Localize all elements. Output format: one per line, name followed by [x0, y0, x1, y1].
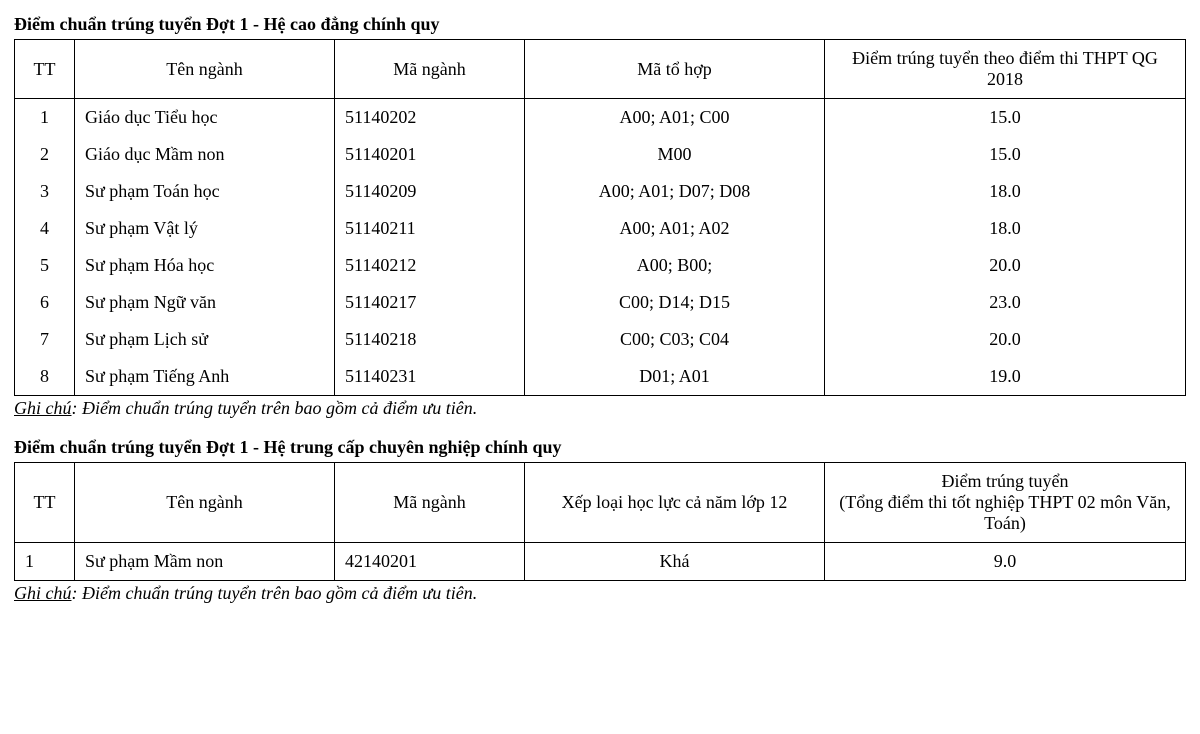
- footnote-2: Ghi chú: Điểm chuẩn trúng tuyển trên bao…: [14, 583, 1186, 604]
- col-header-tt: TT: [15, 463, 75, 543]
- cell-tt: 3: [15, 173, 75, 210]
- cell-tt: 7: [15, 321, 75, 358]
- cell-score: 19.0: [825, 358, 1186, 396]
- cell-comb: A00; A01; A02: [525, 210, 825, 247]
- cell-tt: 1: [15, 543, 75, 581]
- cell-tt: 8: [15, 358, 75, 396]
- cell-score: 15.0: [825, 136, 1186, 173]
- cell-comb: C00; D14; D15: [525, 284, 825, 321]
- cell-score: 9.0: [825, 543, 1186, 581]
- table-row: 3 Sư phạm Toán học 51140209 A00; A01; D0…: [15, 173, 1186, 210]
- cell-tt: 1: [15, 99, 75, 137]
- table-row: 6 Sư phạm Ngữ văn 51140217 C00; D14; D15…: [15, 284, 1186, 321]
- cell-tt: 2: [15, 136, 75, 173]
- footnote-label: Ghi chú: [14, 398, 72, 418]
- cell-name: Sư phạm Lịch sử: [75, 321, 335, 358]
- col-header-name: Tên ngành: [75, 40, 335, 99]
- cell-score: 18.0: [825, 210, 1186, 247]
- table-row: 2 Giáo dục Mầm non 51140201 M00 15.0: [15, 136, 1186, 173]
- table-row: 7 Sư phạm Lịch sử 51140218 C00; C03; C04…: [15, 321, 1186, 358]
- table-header-row: TT Tên ngành Mã ngành Xếp loại học lực c…: [15, 463, 1186, 543]
- table-row: 8 Sư phạm Tiếng Anh 51140231 D01; A01 19…: [15, 358, 1186, 396]
- cell-name: Sư phạm Mầm non: [75, 543, 335, 581]
- cell-code: 51140212: [335, 247, 525, 284]
- col-header-comb: Mã tổ hợp: [525, 40, 825, 99]
- cell-comb: M00: [525, 136, 825, 173]
- cell-comb: A00; A01; C00: [525, 99, 825, 137]
- col-header-name: Tên ngành: [75, 463, 335, 543]
- footnote-1: Ghi chú: Điểm chuẩn trúng tuyển trên bao…: [14, 398, 1186, 419]
- cell-name: Sư phạm Tiếng Anh: [75, 358, 335, 396]
- section-title-1: Điểm chuẩn trúng tuyển Đợt 1 - Hệ cao đẳ…: [14, 14, 1186, 35]
- table-row: 5 Sư phạm Hóa học 51140212 A00; B00; 20.…: [15, 247, 1186, 284]
- cell-score: 20.0: [825, 247, 1186, 284]
- cell-score: 15.0: [825, 99, 1186, 137]
- cell-code: 42140201: [335, 543, 525, 581]
- table-row: 1 Giáo dục Tiểu học 51140202 A00; A01; C…: [15, 99, 1186, 137]
- table-header-row: TT Tên ngành Mã ngành Mã tổ hợp Điểm trú…: [15, 40, 1186, 99]
- cell-score: 18.0: [825, 173, 1186, 210]
- cell-score: 20.0: [825, 321, 1186, 358]
- cell-name: Sư phạm Toán học: [75, 173, 335, 210]
- cell-tt: 5: [15, 247, 75, 284]
- admission-table-2: TT Tên ngành Mã ngành Xếp loại học lực c…: [14, 462, 1186, 581]
- cell-tt: 4: [15, 210, 75, 247]
- section-title-2: Điểm chuẩn trúng tuyển Đợt 1 - Hệ trung …: [14, 437, 1186, 458]
- cell-code: 51140201: [335, 136, 525, 173]
- admission-table-1: TT Tên ngành Mã ngành Mã tổ hợp Điểm trú…: [14, 39, 1186, 396]
- col-header-comb: Xếp loại học lực cả năm lớp 12: [525, 463, 825, 543]
- col-header-tt: TT: [15, 40, 75, 99]
- footnote-label: Ghi chú: [14, 583, 72, 603]
- cell-score: 23.0: [825, 284, 1186, 321]
- col-header-score: Điểm trúng tuyển (Tổng điểm thi tốt nghi…: [825, 463, 1186, 543]
- cell-comb: D01; A01: [525, 358, 825, 396]
- cell-name: Sư phạm Ngữ văn: [75, 284, 335, 321]
- col-header-score-line1: Điểm trúng tuyển: [835, 471, 1175, 492]
- col-header-code: Mã ngành: [335, 463, 525, 543]
- cell-comb: A00; B00;: [525, 247, 825, 284]
- cell-name: Sư phạm Hóa học: [75, 247, 335, 284]
- table-row: 4 Sư phạm Vật lý 51140211 A00; A01; A02 …: [15, 210, 1186, 247]
- cell-comb: A00; A01; D07; D08: [525, 173, 825, 210]
- col-header-code: Mã ngành: [335, 40, 525, 99]
- cell-tt: 6: [15, 284, 75, 321]
- col-header-score-line2: (Tổng điểm thi tốt nghiệp THPT 02 môn Vă…: [835, 492, 1175, 534]
- cell-name: Giáo dục Tiểu học: [75, 99, 335, 137]
- cell-code: 51140209: [335, 173, 525, 210]
- cell-code: 51140202: [335, 99, 525, 137]
- cell-name: Giáo dục Mầm non: [75, 136, 335, 173]
- table-row: 1 Sư phạm Mầm non 42140201 Khá 9.0: [15, 543, 1186, 581]
- cell-comb: C00; C03; C04: [525, 321, 825, 358]
- cell-comb: Khá: [525, 543, 825, 581]
- footnote-text: : Điểm chuẩn trúng tuyển trên bao gồm cả…: [72, 398, 478, 418]
- cell-code: 51140218: [335, 321, 525, 358]
- cell-name: Sư phạm Vật lý: [75, 210, 335, 247]
- cell-code: 51140231: [335, 358, 525, 396]
- footnote-text: : Điểm chuẩn trúng tuyển trên bao gồm cả…: [72, 583, 478, 603]
- cell-code: 51140211: [335, 210, 525, 247]
- cell-code: 51140217: [335, 284, 525, 321]
- col-header-score: Điểm trúng tuyển theo điểm thi THPT QG 2…: [825, 40, 1186, 99]
